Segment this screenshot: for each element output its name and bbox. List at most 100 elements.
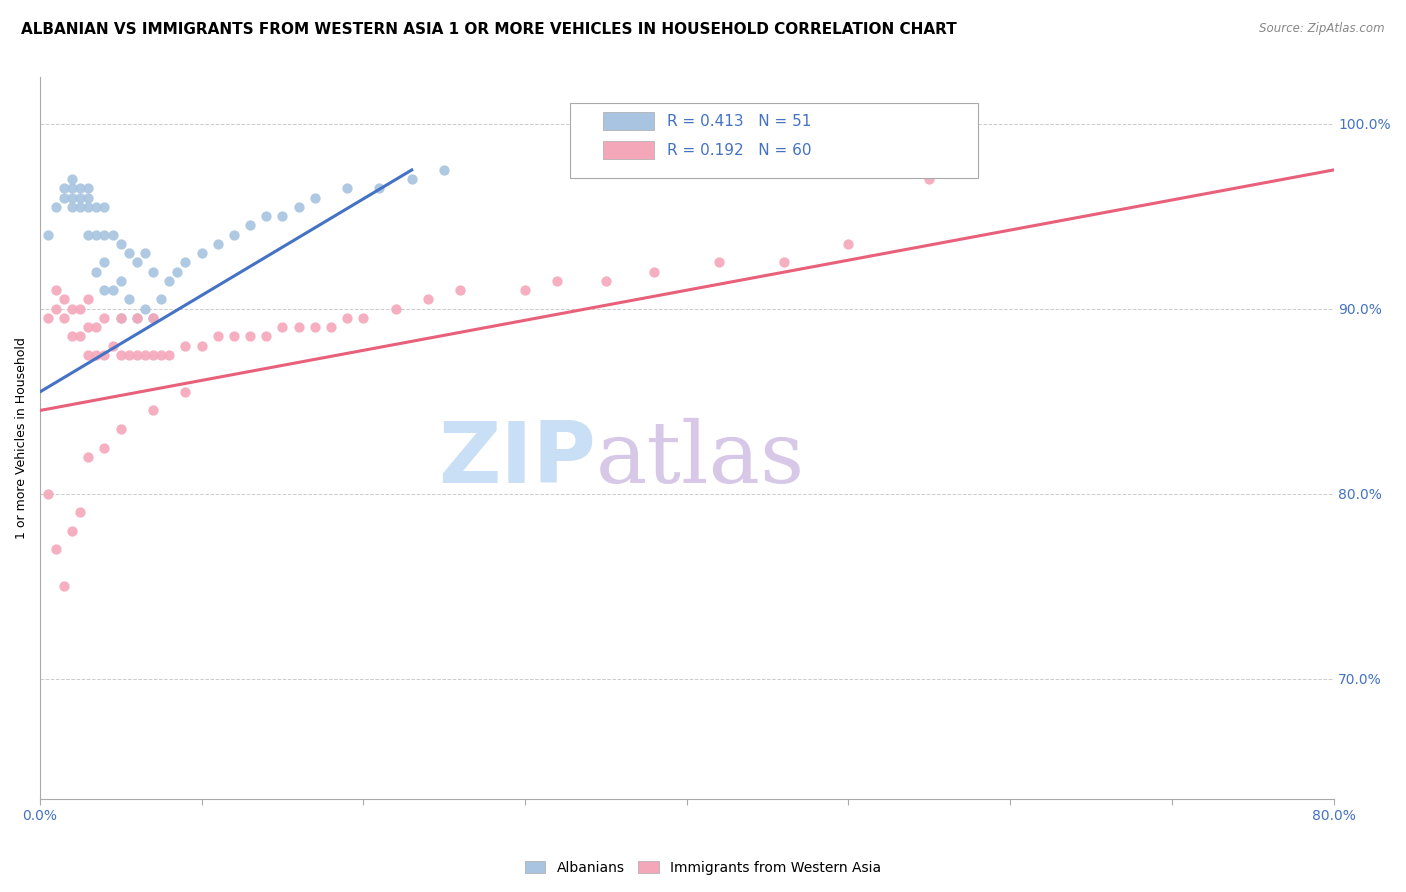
- Point: [45, 542, 67, 557]
- Point: [110, 274, 132, 288]
- Point: [416, 293, 439, 307]
- Point: [110, 422, 132, 436]
- Point: [157, 274, 180, 288]
- Point: [69, 505, 91, 519]
- Point: [60, 181, 83, 195]
- Point: [174, 384, 197, 399]
- Point: [319, 320, 342, 334]
- Point: [60, 329, 83, 343]
- FancyBboxPatch shape: [603, 112, 654, 130]
- Point: [707, 255, 730, 269]
- Point: [287, 320, 309, 334]
- Point: [134, 348, 156, 362]
- Point: [287, 200, 309, 214]
- Point: [37, 310, 59, 325]
- Point: [239, 219, 262, 233]
- Point: [207, 237, 229, 252]
- Point: [304, 320, 326, 334]
- Point: [254, 209, 277, 223]
- FancyBboxPatch shape: [571, 103, 977, 178]
- Point: [110, 310, 132, 325]
- Point: [643, 265, 665, 279]
- Point: [174, 339, 197, 353]
- Point: [110, 348, 132, 362]
- Point: [142, 265, 165, 279]
- Point: [60, 172, 83, 186]
- Point: [93, 227, 115, 242]
- Point: [125, 310, 148, 325]
- Point: [93, 441, 115, 455]
- Point: [69, 191, 91, 205]
- Point: [77, 227, 100, 242]
- FancyBboxPatch shape: [603, 141, 654, 159]
- Point: [86, 227, 108, 242]
- Point: [401, 172, 423, 186]
- Point: [772, 255, 794, 269]
- Text: Source: ZipAtlas.com: Source: ZipAtlas.com: [1260, 22, 1385, 36]
- Point: [125, 255, 148, 269]
- Point: [86, 200, 108, 214]
- Point: [69, 329, 91, 343]
- Point: [93, 283, 115, 297]
- Point: [101, 227, 124, 242]
- Point: [77, 348, 100, 362]
- Point: [142, 403, 165, 417]
- Point: [93, 200, 115, 214]
- Point: [271, 209, 294, 223]
- Point: [53, 293, 76, 307]
- Point: [77, 293, 100, 307]
- Point: [222, 329, 245, 343]
- Point: [86, 320, 108, 334]
- Point: [174, 255, 197, 269]
- Point: [60, 200, 83, 214]
- Point: [86, 348, 108, 362]
- Point: [142, 310, 165, 325]
- Point: [110, 310, 132, 325]
- Point: [368, 181, 391, 195]
- Point: [142, 348, 165, 362]
- Point: [271, 320, 294, 334]
- Point: [384, 301, 406, 316]
- Point: [53, 579, 76, 593]
- Point: [45, 200, 67, 214]
- Point: [134, 301, 156, 316]
- Point: [157, 348, 180, 362]
- Point: [77, 181, 100, 195]
- Point: [69, 181, 91, 195]
- Point: [45, 283, 67, 297]
- Point: [239, 329, 262, 343]
- Point: [222, 227, 245, 242]
- Point: [125, 348, 148, 362]
- Y-axis label: 1 or more Vehicles in Household: 1 or more Vehicles in Household: [15, 337, 28, 539]
- Text: R = 0.192   N = 60: R = 0.192 N = 60: [668, 143, 811, 158]
- Point: [37, 227, 59, 242]
- Point: [86, 265, 108, 279]
- Point: [77, 450, 100, 464]
- Point: [150, 348, 173, 362]
- Point: [336, 310, 359, 325]
- Point: [352, 310, 374, 325]
- Point: [101, 283, 124, 297]
- Point: [93, 348, 115, 362]
- Text: ZIP: ZIP: [439, 418, 596, 501]
- Point: [134, 246, 156, 260]
- Point: [53, 191, 76, 205]
- Point: [142, 310, 165, 325]
- Point: [595, 274, 617, 288]
- Point: [304, 191, 326, 205]
- Point: [118, 348, 141, 362]
- Point: [433, 163, 456, 178]
- Point: [77, 191, 100, 205]
- Point: [69, 200, 91, 214]
- Point: [546, 274, 568, 288]
- Point: [190, 339, 212, 353]
- Point: [513, 283, 536, 297]
- Text: atlas: atlas: [596, 418, 806, 501]
- Point: [60, 191, 83, 205]
- Point: [150, 293, 173, 307]
- Point: [45, 301, 67, 316]
- Point: [125, 310, 148, 325]
- Point: [837, 237, 859, 252]
- Point: [60, 301, 83, 316]
- Point: [53, 310, 76, 325]
